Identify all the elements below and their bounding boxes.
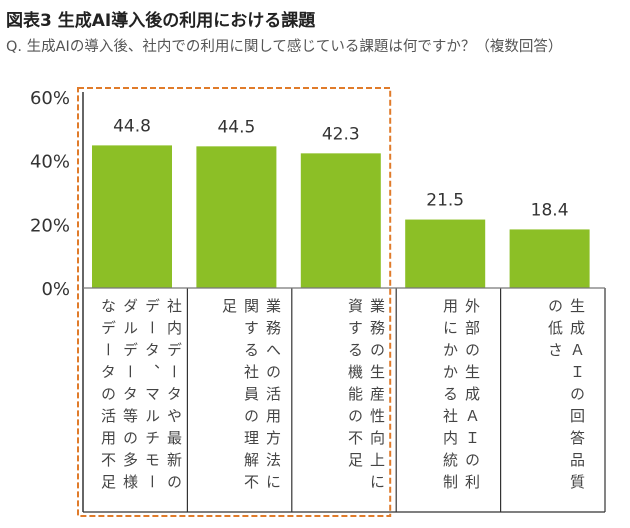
bar-2 — [196, 146, 277, 288]
chart-subtitle: Q. 生成AIの導入後、社内での利用に関して感じている課題は何ですか？（複数回答… — [6, 39, 563, 55]
chart-title: 図表3 生成AI導入後の利用における課題 — [6, 11, 316, 31]
y-tick-label: 20% — [30, 215, 70, 236]
category-label-5: 生成ＡＩの回答品質 の低さ — [546, 298, 586, 496]
category-label-3: 業務の生産性向上に 資する機能の不足 — [346, 298, 386, 496]
category-label-1: 社内データや最新の データ、マルチモー ダルデータ等の多様 なデータの活用不足 — [99, 298, 183, 496]
data-label-3: 42.3 — [322, 124, 360, 144]
data-label-1: 44.8 — [113, 116, 151, 136]
y-tick-label: 60% — [30, 88, 70, 109]
bar-3 — [300, 153, 381, 288]
y-tick-label: 0% — [41, 279, 70, 300]
bar-1 — [92, 145, 172, 288]
highlight-box — [77, 87, 392, 517]
y-tick-label: 40% — [30, 152, 70, 173]
data-label-4: 21.5 — [426, 191, 464, 211]
data-label-5: 18.4 — [531, 200, 569, 220]
bar-4 — [405, 219, 486, 288]
bar-5 — [509, 229, 590, 288]
data-label-2: 44.5 — [217, 117, 255, 137]
category-label-4: 外部の生成ＡＩの利 用にかかる社内統制 — [441, 298, 481, 496]
category-label-2: 業務への活用方法に 関する社員の理解不 足 — [220, 298, 282, 496]
